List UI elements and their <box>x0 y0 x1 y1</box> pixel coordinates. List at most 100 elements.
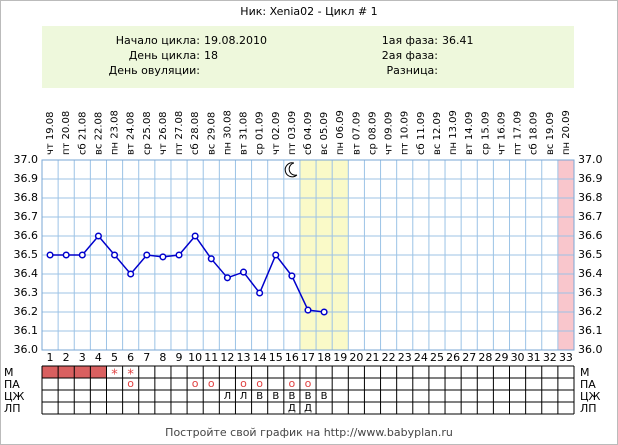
y-tick-label-right: 36.7 <box>578 210 603 223</box>
date: 20.08 <box>61 111 72 140</box>
temp-point <box>272 251 280 259</box>
y-tick-label: 37.0 <box>14 153 39 166</box>
day-number: 29 <box>494 351 508 364</box>
weekday: сб <box>529 143 540 155</box>
row-label: ПА <box>4 378 20 391</box>
date-label: пт 10.09 <box>400 111 411 155</box>
temp-point <box>46 251 54 259</box>
weekday: пт <box>287 142 298 155</box>
day-number: 19 <box>333 351 347 364</box>
date: 24.08 <box>126 111 137 140</box>
day-number: 1 <box>47 351 54 364</box>
row-mark: о <box>240 377 247 390</box>
date-label: пт 20.08 <box>61 111 72 155</box>
date: 01.09 <box>255 111 266 140</box>
date-label: вт 24.08 <box>126 111 137 155</box>
weekday: вс <box>206 144 217 155</box>
day-number: 8 <box>159 351 166 364</box>
y-tick-label-right: 37.0 <box>578 153 603 166</box>
date-label: пн 20.09 <box>561 110 572 155</box>
row-mark: о <box>127 377 134 390</box>
y-tick-label: 36.7 <box>14 210 39 223</box>
info-label: 1ая фаза: <box>382 34 438 47</box>
row-mark: Д <box>288 403 296 414</box>
date-label: пн 30.08 <box>222 110 233 155</box>
temp-point <box>62 251 70 259</box>
date: 05.09 <box>319 112 330 141</box>
temp-line <box>50 234 325 313</box>
info-value: 19.08.2010 <box>204 34 267 47</box>
date-label: чт 09.09 <box>384 111 395 155</box>
date-label: чт 26.08 <box>158 111 169 155</box>
date: 19.08 <box>45 111 56 140</box>
y-tick-label-right: 36.5 <box>578 248 603 261</box>
temp-point <box>94 232 102 240</box>
day-number: 14 <box>253 351 267 364</box>
filled-cell <box>74 366 91 378</box>
filled-cell <box>90 366 107 378</box>
temp-point <box>304 306 312 314</box>
row-mark: Л <box>224 391 232 402</box>
day-number: 2 <box>63 351 70 364</box>
y-tick-label: 36.6 <box>14 229 39 242</box>
info-value: 18 <box>204 49 218 62</box>
date: 25.08 <box>142 111 153 140</box>
day-number: 5 <box>111 351 118 364</box>
date: 09.09 <box>384 111 395 140</box>
date-label: сб 21.08 <box>77 112 88 156</box>
temp-point <box>127 270 135 278</box>
day-number: 4 <box>95 351 102 364</box>
weekday: чт <box>384 143 395 155</box>
weekday: пн <box>448 142 459 155</box>
temp-point <box>223 274 231 282</box>
weekday: ср <box>142 143 153 155</box>
row-mark: Д <box>304 403 312 414</box>
date-label: ср 25.08 <box>142 111 153 155</box>
temp-point <box>175 251 183 259</box>
weekday: чт <box>158 143 169 155</box>
date-label: пт 17.09 <box>513 111 524 155</box>
row-mark: В <box>288 391 295 402</box>
temp-point <box>256 289 264 297</box>
y-tick-label: 36.5 <box>14 248 39 261</box>
date-label: пт 27.08 <box>174 111 185 155</box>
weekday: чт <box>496 143 507 155</box>
row-mark: о <box>192 377 199 390</box>
day-number: 21 <box>365 351 379 364</box>
row-mark: о <box>208 377 215 390</box>
date-label: пн 23.08 <box>110 110 121 155</box>
weekday: ср <box>480 143 491 155</box>
date: 15.09 <box>480 111 491 140</box>
date-label: ср 01.09 <box>255 111 266 155</box>
y-tick-label: 36.0 <box>14 343 39 356</box>
date: 07.09 <box>351 111 362 140</box>
day-number: 27 <box>462 351 476 364</box>
weekday: вт <box>239 143 250 155</box>
info-label: Начало цикла: <box>116 34 200 47</box>
date-label: вс 19.09 <box>545 112 556 155</box>
y-tick-label: 36.8 <box>14 191 39 204</box>
date: 26.08 <box>158 111 169 140</box>
weekday: пт <box>174 142 185 155</box>
row-label-right: М <box>580 366 590 379</box>
temp-point <box>110 251 119 259</box>
y-tick-label-right: 36.6 <box>578 229 603 242</box>
date-label: пн 13.09 <box>448 110 459 155</box>
day-number: 15 <box>269 351 283 364</box>
date: 14.09 <box>464 111 475 140</box>
date-label: сб 11.09 <box>416 112 427 156</box>
date-label: пт 03.09 <box>287 111 298 155</box>
date: 13.09 <box>448 110 459 139</box>
date-label: вс 05.09 <box>319 112 330 155</box>
date: 02.09 <box>271 111 282 140</box>
weekday: вт <box>126 143 137 155</box>
date: 23.08 <box>110 110 121 139</box>
date-label: сб 04.09 <box>303 112 314 156</box>
info-value: 36.41 <box>442 34 474 47</box>
date: 10.09 <box>400 111 411 140</box>
row-mark: Л <box>240 391 248 402</box>
moon-icon <box>284 162 298 178</box>
temp-point <box>159 253 167 261</box>
day-number: 24 <box>414 351 428 364</box>
y-tick-label-right: 36.8 <box>578 191 603 204</box>
